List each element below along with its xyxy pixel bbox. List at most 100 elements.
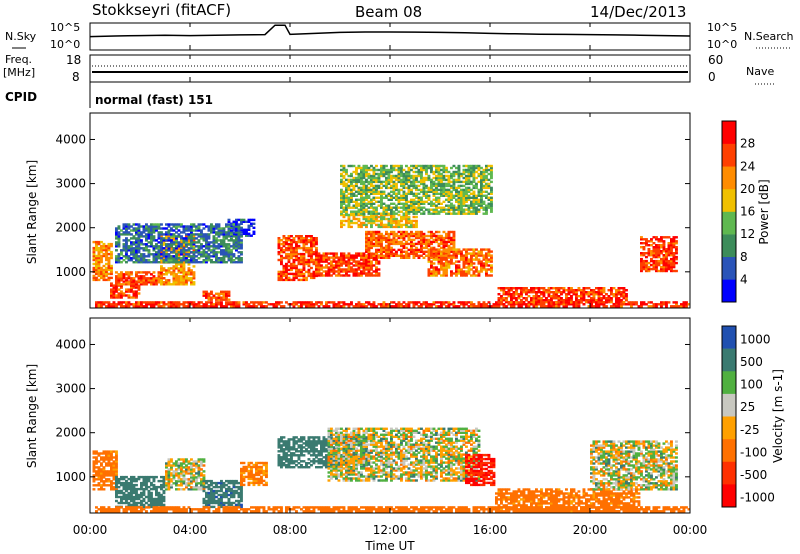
range-time-cell [250, 234, 253, 237]
range-time-cell [467, 176, 471, 180]
range-time-cell [290, 262, 293, 266]
range-time-cell [377, 262, 381, 265]
range-time-cell [450, 260, 453, 263]
range-time-cell [372, 305, 376, 308]
range-time-cell [547, 303, 551, 306]
range-time-cell [490, 206, 493, 209]
range-time-cell [557, 295, 561, 298]
range-time-cell [467, 198, 471, 201]
range-time-cell [440, 176, 443, 180]
range-time-cell [482, 180, 486, 184]
range-time-cell [452, 262, 456, 265]
range-time-cell [232, 259, 236, 262]
range-time-cell [480, 180, 483, 184]
range-time-cell [305, 276, 308, 280]
range-time-cell [375, 232, 378, 236]
range-time-cell [117, 273, 121, 276]
range-time-cell [147, 235, 151, 238]
range-time-cell [107, 268, 111, 272]
range-time-cell [480, 260, 483, 263]
range-time-cell [505, 299, 508, 302]
range-time-cell [510, 287, 513, 290]
range-time-cell [587, 299, 591, 302]
range-time-cell [662, 244, 666, 247]
range-time-cell [495, 305, 498, 308]
range-time-cell [320, 301, 323, 304]
range-time-cell [220, 251, 223, 254]
range-time-cell [402, 244, 406, 248]
range-time-cell [310, 276, 313, 280]
range-time-cell [175, 303, 178, 306]
range-time-cell [652, 246, 656, 249]
range-time-cell [477, 172, 481, 176]
range-time-cell [422, 240, 426, 244]
range-time-cell [140, 261, 143, 264]
range-time-cell [367, 301, 371, 304]
range-time-cell [125, 239, 128, 242]
range-time-cell [190, 237, 193, 240]
range-time-cell [410, 230, 413, 234]
range-time-cell [380, 190, 383, 193]
range-time-cell [377, 172, 381, 176]
range-time-cell [212, 294, 216, 297]
range-time-cell [185, 241, 188, 244]
range-time-cell [165, 261, 168, 264]
range-time-cell [105, 458, 108, 461]
range-time-cell [425, 178, 428, 182]
range-time-cell [197, 235, 201, 238]
range-time-cell [150, 237, 153, 240]
range-time-cell [312, 244, 316, 248]
range-time-cell [287, 239, 291, 242]
range-time-cell [472, 176, 476, 180]
range-time-cell [155, 303, 158, 306]
range-time-cell [462, 180, 466, 184]
range-time-cell [102, 278, 106, 282]
range-time-cell [430, 270, 433, 273]
range-time-cell [387, 252, 391, 255]
range-time-cell [347, 196, 351, 199]
range-time-cell [450, 202, 453, 205]
range-time-cell [170, 301, 173, 304]
range-time-cell [97, 242, 101, 246]
range-time-cell [170, 257, 173, 260]
range-time-cell [670, 246, 673, 249]
range-time-cell [392, 215, 396, 219]
range-time-cell [172, 249, 176, 252]
range-time-cell [640, 301, 643, 304]
range-time-cell [430, 305, 433, 308]
range-time-cell [420, 303, 423, 306]
range-time-cell [295, 235, 298, 238]
range-time-cell [220, 301, 223, 304]
range-time-cell [210, 255, 213, 258]
range-time-cell [302, 274, 306, 278]
range-time-cell [292, 239, 296, 242]
range-time-cell [522, 289, 526, 292]
range-time-cell [162, 233, 166, 236]
range-time-cell [332, 272, 336, 275]
range-time-cell [285, 262, 288, 266]
range-time-cell [437, 262, 441, 265]
range-time-cell [392, 190, 396, 193]
range-time-cell [145, 301, 148, 304]
range-time-cell [510, 295, 513, 298]
range-time-cell [515, 287, 518, 290]
range-time-cell [325, 266, 328, 269]
range-time-cell [462, 305, 466, 308]
range-time-cell [365, 234, 368, 238]
range-time-cell [190, 255, 193, 258]
range-time-cell [290, 264, 293, 268]
range-time-cell [130, 229, 133, 232]
range-time-cell [530, 303, 533, 306]
range-time-cell [340, 260, 343, 263]
range-time-cell [390, 248, 393, 252]
range-time-cell [182, 279, 186, 282]
range-time-cell [387, 192, 391, 195]
range-time-cell [402, 215, 406, 219]
range-time-cell [287, 254, 291, 258]
range-time-cell [127, 233, 131, 236]
range-time-cell [200, 247, 203, 250]
range-time-cell [467, 258, 471, 261]
range-time-cell [375, 238, 378, 242]
range-time-cell [395, 254, 398, 257]
range-time-cell [512, 303, 516, 306]
